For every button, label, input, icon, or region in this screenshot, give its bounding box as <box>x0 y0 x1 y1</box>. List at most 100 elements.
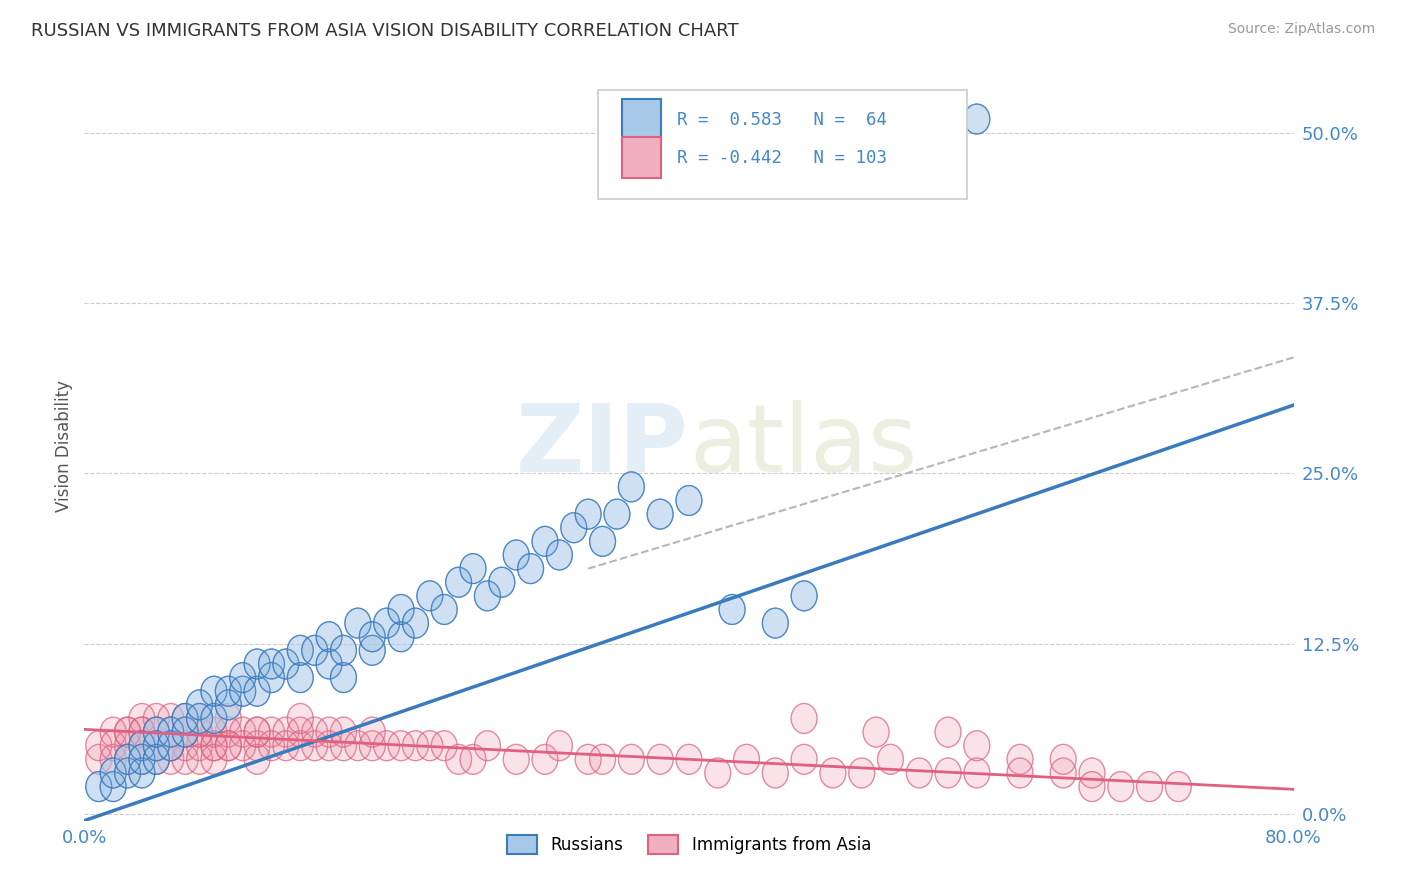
Ellipse shape <box>201 744 226 774</box>
Ellipse shape <box>287 717 314 747</box>
Ellipse shape <box>330 731 357 761</box>
Ellipse shape <box>676 744 702 774</box>
Ellipse shape <box>129 744 155 774</box>
Ellipse shape <box>402 731 429 761</box>
Text: RUSSIAN VS IMMIGRANTS FROM ASIA VISION DISABILITY CORRELATION CHART: RUSSIAN VS IMMIGRANTS FROM ASIA VISION D… <box>31 22 738 40</box>
Ellipse shape <box>432 594 457 624</box>
Ellipse shape <box>245 717 270 747</box>
Ellipse shape <box>302 717 328 747</box>
Ellipse shape <box>187 690 212 720</box>
Ellipse shape <box>100 731 127 761</box>
Ellipse shape <box>100 772 127 802</box>
Ellipse shape <box>418 731 443 761</box>
Ellipse shape <box>474 581 501 611</box>
Ellipse shape <box>734 744 759 774</box>
Ellipse shape <box>172 704 198 733</box>
Ellipse shape <box>229 731 256 761</box>
Ellipse shape <box>965 104 990 134</box>
Ellipse shape <box>172 717 198 747</box>
Ellipse shape <box>647 500 673 529</box>
Ellipse shape <box>115 744 141 774</box>
Ellipse shape <box>201 731 226 761</box>
Ellipse shape <box>259 717 284 747</box>
Ellipse shape <box>344 731 371 761</box>
Ellipse shape <box>245 676 270 706</box>
Ellipse shape <box>1078 758 1105 788</box>
Ellipse shape <box>344 608 371 638</box>
Ellipse shape <box>187 704 212 733</box>
Ellipse shape <box>619 744 644 774</box>
Ellipse shape <box>172 744 198 774</box>
Ellipse shape <box>330 663 357 692</box>
Ellipse shape <box>704 758 731 788</box>
Ellipse shape <box>129 717 155 747</box>
Ellipse shape <box>229 676 256 706</box>
Ellipse shape <box>676 485 702 516</box>
Ellipse shape <box>531 744 558 774</box>
Ellipse shape <box>215 731 242 761</box>
Ellipse shape <box>762 608 789 638</box>
Ellipse shape <box>418 581 443 611</box>
Ellipse shape <box>259 663 284 692</box>
Ellipse shape <box>187 744 212 774</box>
Ellipse shape <box>360 731 385 761</box>
Ellipse shape <box>115 717 141 747</box>
Ellipse shape <box>446 567 471 598</box>
Ellipse shape <box>201 717 226 747</box>
Ellipse shape <box>201 676 226 706</box>
Ellipse shape <box>201 704 226 733</box>
Ellipse shape <box>187 717 212 747</box>
Ellipse shape <box>474 731 501 761</box>
Ellipse shape <box>187 717 212 747</box>
Ellipse shape <box>561 513 586 542</box>
Ellipse shape <box>863 717 889 747</box>
Ellipse shape <box>316 731 342 761</box>
Ellipse shape <box>1050 744 1076 774</box>
Ellipse shape <box>965 731 990 761</box>
Ellipse shape <box>388 594 413 624</box>
Ellipse shape <box>100 758 127 788</box>
Ellipse shape <box>330 717 357 747</box>
Ellipse shape <box>100 717 127 747</box>
Ellipse shape <box>432 731 457 761</box>
Ellipse shape <box>143 717 169 747</box>
Ellipse shape <box>143 717 169 747</box>
Ellipse shape <box>792 744 817 774</box>
Ellipse shape <box>287 731 314 761</box>
Ellipse shape <box>172 731 198 761</box>
Ellipse shape <box>907 758 932 788</box>
Ellipse shape <box>388 622 413 652</box>
Ellipse shape <box>143 731 169 761</box>
Ellipse shape <box>489 567 515 598</box>
Ellipse shape <box>215 676 242 706</box>
Ellipse shape <box>388 731 413 761</box>
Ellipse shape <box>157 731 184 761</box>
Ellipse shape <box>316 649 342 679</box>
Ellipse shape <box>460 554 486 583</box>
Ellipse shape <box>143 731 169 761</box>
Ellipse shape <box>605 500 630 529</box>
Text: ZIP: ZIP <box>516 400 689 492</box>
Ellipse shape <box>547 540 572 570</box>
Ellipse shape <box>330 635 357 665</box>
Ellipse shape <box>143 744 169 774</box>
Ellipse shape <box>245 744 270 774</box>
Ellipse shape <box>115 731 141 761</box>
Ellipse shape <box>129 704 155 733</box>
Ellipse shape <box>531 526 558 557</box>
Ellipse shape <box>503 540 529 570</box>
Ellipse shape <box>143 704 169 733</box>
Ellipse shape <box>245 717 270 747</box>
Ellipse shape <box>245 649 270 679</box>
Ellipse shape <box>245 731 270 761</box>
Ellipse shape <box>374 608 399 638</box>
Ellipse shape <box>157 744 184 774</box>
Ellipse shape <box>215 690 242 720</box>
Ellipse shape <box>187 704 212 733</box>
Ellipse shape <box>129 731 155 761</box>
Ellipse shape <box>849 758 875 788</box>
Text: R =  0.583   N =  64: R = 0.583 N = 64 <box>676 112 887 129</box>
Ellipse shape <box>273 717 299 747</box>
Ellipse shape <box>201 731 226 761</box>
Ellipse shape <box>647 744 673 774</box>
